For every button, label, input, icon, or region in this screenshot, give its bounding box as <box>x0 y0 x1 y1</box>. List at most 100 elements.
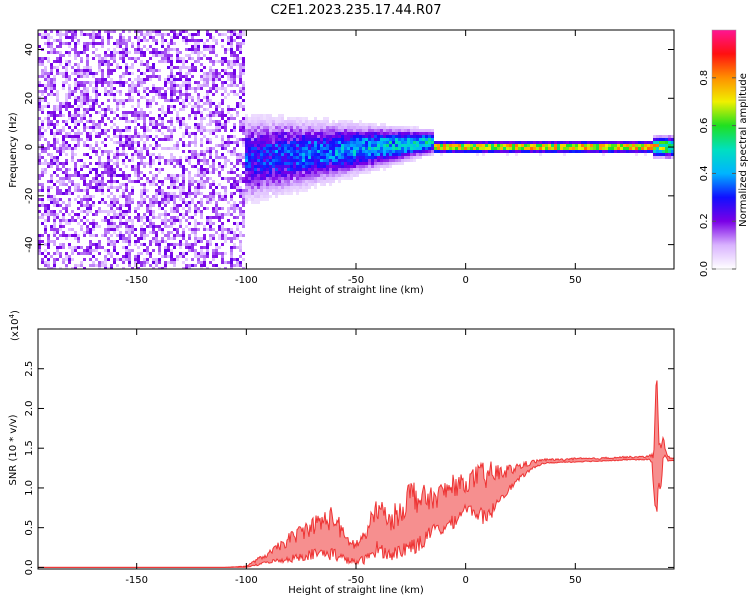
heatmap-cell <box>308 138 311 141</box>
heatmap-cell <box>608 144 611 147</box>
heatmap-cell <box>272 120 275 123</box>
heatmap-cell <box>194 237 197 240</box>
heatmap-cell <box>182 120 185 123</box>
heatmap-cell <box>209 225 212 228</box>
heatmap-cell <box>248 147 251 150</box>
heatmap-cell <box>302 153 305 156</box>
heatmap-cell <box>212 159 215 162</box>
heatmap-cell <box>365 138 368 141</box>
heatmap-cell <box>137 150 140 153</box>
heatmap-cell <box>113 243 116 246</box>
heatmap-cell <box>188 204 191 207</box>
spectrogram-y-tick-label: 40 <box>24 43 35 56</box>
heatmap-cell <box>101 120 104 123</box>
heatmap-cell <box>128 78 131 81</box>
heatmap-cell <box>197 108 200 111</box>
heatmap-cell <box>92 36 95 39</box>
heatmap-cell <box>221 57 224 60</box>
heatmap-cell <box>77 96 80 99</box>
heatmap-cell <box>311 168 314 171</box>
heatmap-cell <box>71 156 74 159</box>
heatmap-cell <box>137 180 140 183</box>
heatmap-cell <box>167 231 170 234</box>
heatmap-cell <box>230 33 233 36</box>
heatmap-cell <box>56 57 59 60</box>
heatmap-cell <box>77 105 80 108</box>
heatmap-cell <box>191 69 194 72</box>
heatmap-cell <box>110 222 113 225</box>
heatmap-cell <box>50 162 53 165</box>
heatmap-cell <box>233 123 236 126</box>
heatmap-cell <box>197 180 200 183</box>
heatmap-cell <box>212 75 215 78</box>
heatmap-cell <box>290 138 293 141</box>
heatmap-cell <box>230 60 233 63</box>
heatmap-cell <box>428 132 431 135</box>
heatmap-cell <box>347 132 350 135</box>
heatmap-cell <box>263 189 266 192</box>
heatmap-cell <box>314 156 317 159</box>
heatmap-cell <box>332 177 335 180</box>
heatmap-cell <box>179 102 182 105</box>
heatmap-cell <box>191 198 194 201</box>
heatmap-cell <box>386 126 389 129</box>
heatmap-cell <box>131 45 134 48</box>
heatmap-cell <box>218 234 221 237</box>
heatmap-cell <box>119 75 122 78</box>
heatmap-cell <box>59 162 62 165</box>
heatmap-cell <box>44 213 47 216</box>
heatmap-cell <box>230 153 233 156</box>
heatmap-cell <box>155 102 158 105</box>
heatmap-cell <box>179 90 182 93</box>
heatmap-cell <box>152 216 155 219</box>
heatmap-cell <box>368 141 371 144</box>
heatmap-cell <box>116 129 119 132</box>
heatmap-cell <box>80 105 83 108</box>
heatmap-cell <box>170 180 173 183</box>
heatmap-cell <box>185 78 188 81</box>
heatmap-cell <box>338 135 341 138</box>
heatmap-cell <box>41 198 44 201</box>
heatmap-cell <box>425 135 428 138</box>
heatmap-cell <box>305 180 308 183</box>
heatmap-cell <box>92 45 95 48</box>
heatmap-cell <box>317 150 320 153</box>
heatmap-cell <box>59 177 62 180</box>
heatmap-cell <box>146 63 149 66</box>
heatmap-cell <box>116 108 119 111</box>
heatmap-cell <box>458 150 461 153</box>
heatmap-cell <box>44 171 47 174</box>
heatmap-cell <box>230 90 233 93</box>
heatmap-cell <box>335 141 338 144</box>
heatmap-cell <box>152 204 155 207</box>
heatmap-cell <box>221 138 224 141</box>
heatmap-cell <box>656 144 659 147</box>
heatmap-cell <box>251 177 254 180</box>
heatmap-cell <box>191 258 194 261</box>
heatmap-cell <box>53 141 56 144</box>
heatmap-cell <box>41 213 44 216</box>
heatmap-cell <box>68 42 71 45</box>
heatmap-cell <box>71 135 74 138</box>
heatmap-cell <box>239 129 242 132</box>
heatmap-cell <box>329 147 332 150</box>
heatmap-cell <box>659 147 662 150</box>
heatmap-cell <box>206 141 209 144</box>
heatmap-cell <box>221 225 224 228</box>
heatmap-cell <box>218 60 221 63</box>
heatmap-cell <box>125 222 128 225</box>
heatmap-cell <box>119 231 122 234</box>
heatmap-cell <box>161 93 164 96</box>
heatmap-cell <box>401 162 404 165</box>
heatmap-cell <box>242 267 245 269</box>
heatmap-cell <box>143 249 146 252</box>
heatmap-cell <box>185 195 188 198</box>
heatmap-cell <box>83 69 86 72</box>
heatmap-cell <box>302 150 305 153</box>
heatmap-cell <box>398 156 401 159</box>
heatmap-cell <box>101 189 104 192</box>
heatmap-cell <box>161 183 164 186</box>
heatmap-cell <box>41 63 44 66</box>
heatmap-cell <box>92 81 95 84</box>
heatmap-cell <box>47 93 50 96</box>
